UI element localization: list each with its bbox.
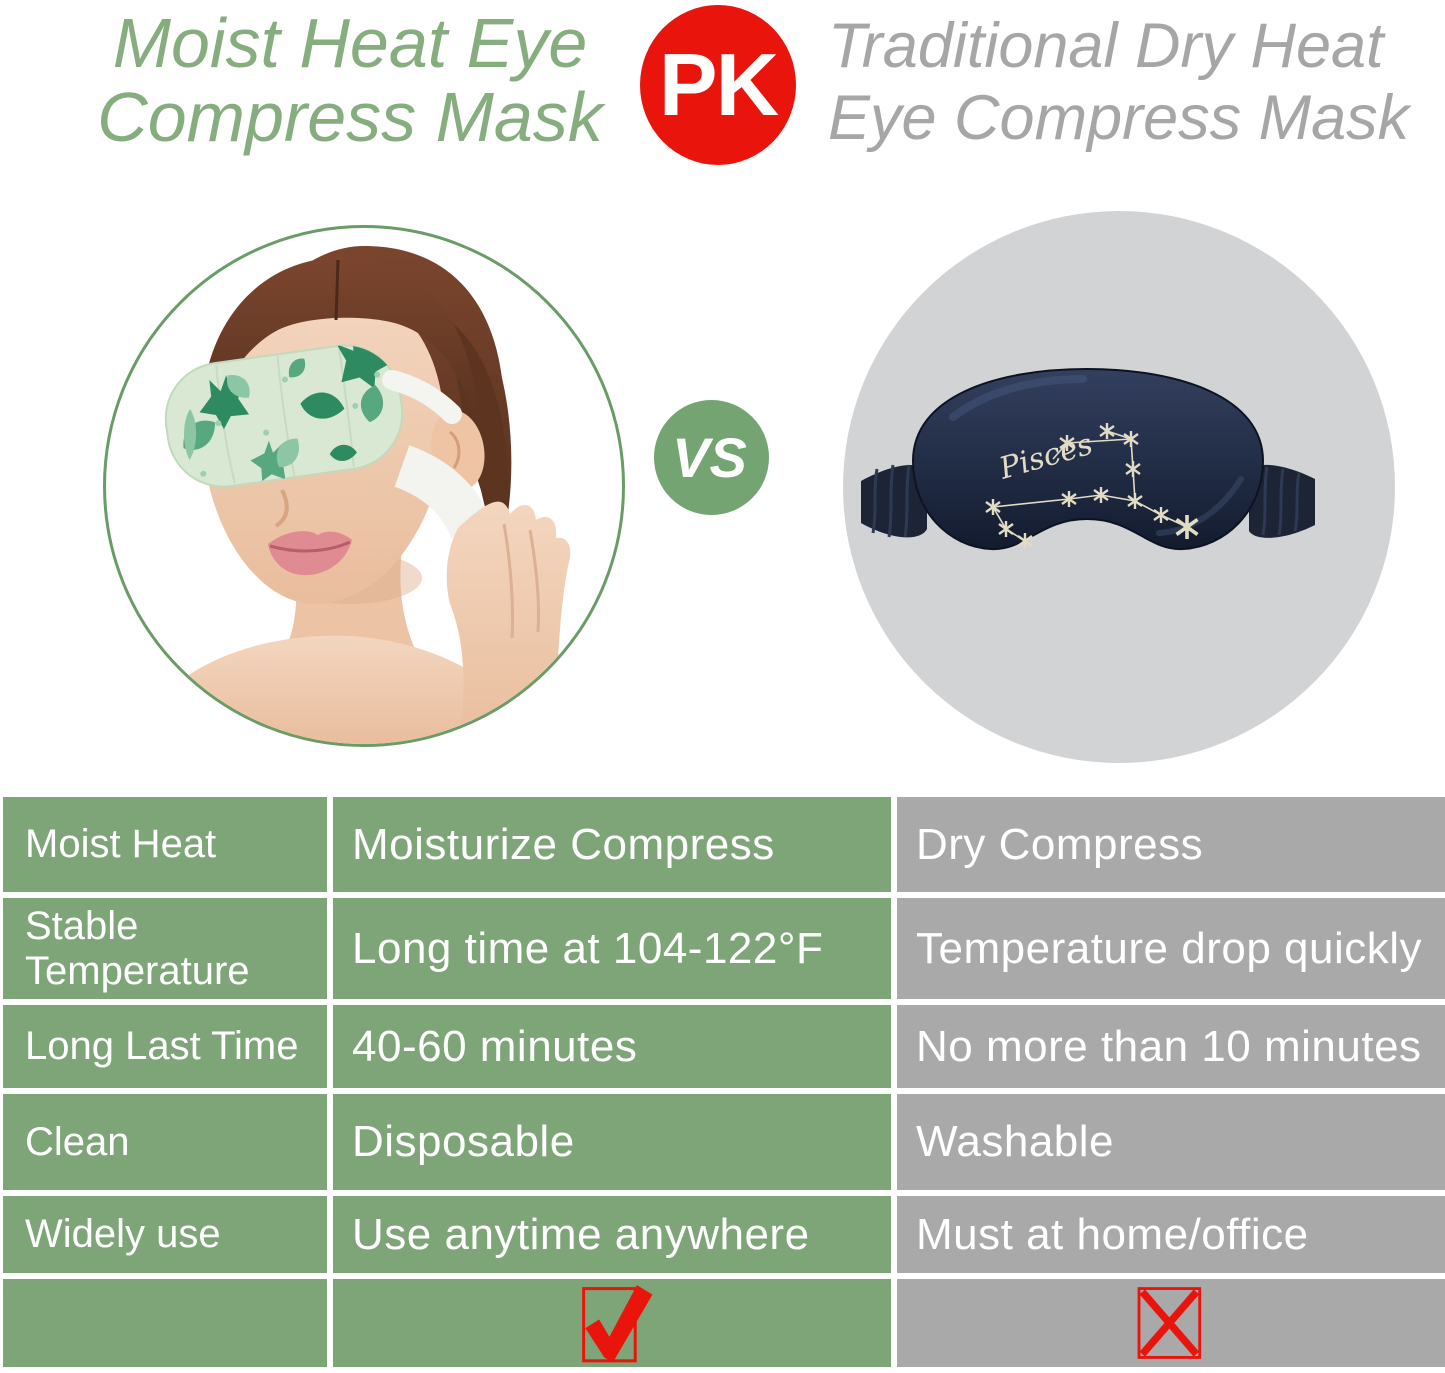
mask-strap-right [1249, 464, 1315, 538]
ear-line [448, 430, 461, 469]
vs-badge: VS [654, 400, 769, 515]
table-cell-verdict-dry [897, 1279, 1445, 1367]
finger-lines [502, 523, 541, 639]
table-cell-dry: Dry Compress [897, 797, 1445, 892]
right-title-line1: Traditional Dry Heat [828, 11, 1384, 81]
comparison-table: Moist Heat Moisturize Compress Dry Compr… [0, 797, 1445, 1373]
table-cell-dry: Washable [897, 1094, 1445, 1190]
table-cell-empty [3, 1279, 327, 1367]
table-cell-dry: Must at home/office [897, 1196, 1445, 1273]
hair-part-line [334, 259, 340, 321]
lips [268, 531, 352, 576]
table-cell-feature: Moist Heat [3, 797, 327, 892]
hair-front [200, 258, 478, 454]
table-cell-feature: Clean [3, 1094, 327, 1190]
navy-mask-body [911, 367, 1265, 551]
leaf-pattern [175, 338, 400, 491]
navy-sleep-mask-illustration: Pisces [861, 367, 1315, 551]
pk-badge-label: PK [658, 35, 779, 134]
table-cell-moist: Use anytime anywhere [333, 1196, 891, 1273]
right-title-line2: Eye Compress Mask [828, 83, 1410, 153]
table-cell-feature: Long Last Time [3, 1005, 327, 1088]
table-cell-verdict-moist [333, 1279, 891, 1367]
dry-mask-photo: Pisces [843, 211, 1395, 763]
hand [446, 501, 571, 744]
left-title-line2: Compress Mask [97, 78, 603, 156]
mask-sheen-bottom [1156, 476, 1244, 536]
pk-badge: PK [640, 5, 796, 165]
table-cell-feature: Widely use [3, 1196, 327, 1273]
table-cell-dry: Temperature drop quickly [897, 898, 1445, 999]
mouth-line [269, 540, 351, 553]
nose [274, 489, 289, 528]
table-cell-feature: Stable Temperature [3, 898, 327, 999]
table-cell-moist: 40-60 minutes [333, 1005, 891, 1088]
left-product-title: Moist Heat Eye Compress Mask [55, 6, 645, 154]
cross-icon [1137, 1287, 1202, 1359]
table-cell-moist: Disposable [333, 1094, 891, 1190]
check-icon [582, 1285, 653, 1363]
vs-label: VS [672, 426, 747, 489]
right-product-title: Traditional Dry Heat Eye Compress Mask [828, 10, 1445, 154]
table-cell-moist: Moisturize Compress [333, 797, 891, 892]
left-title-line1: Moist Heat Eye [112, 4, 588, 82]
table-cell-moist: Long time at 104-122°F [333, 898, 891, 999]
moist-mask-photo [103, 225, 625, 747]
leaf-mask [164, 338, 404, 491]
mask-strap-left [861, 464, 927, 538]
table-cell-dry: No more than 10 minutes [897, 1005, 1445, 1088]
mask-strap-upper [382, 370, 462, 424]
woman-with-leaf-mask-illustration [126, 246, 571, 744]
mask-sheen-top [949, 375, 1087, 421]
